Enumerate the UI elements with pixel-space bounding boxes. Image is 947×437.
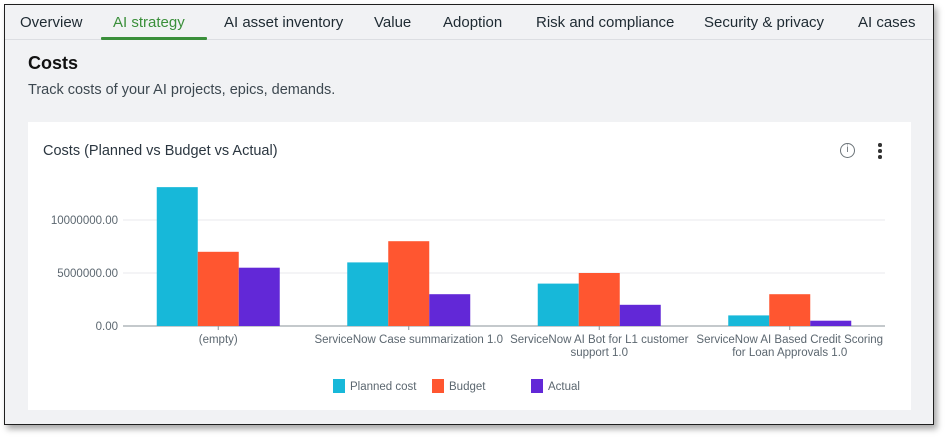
legend-swatch-planned-cost [333,379,345,393]
bar-budget [578,273,620,326]
active-tab-indicator [101,37,207,40]
chart-title: Costs (Planned vs Budget vs Actual) [43,143,278,159]
tab-bar: Overview AI strategy AI asset inventory … [5,5,933,40]
x-category-label: support 1.0 [570,347,628,359]
info-circle-icon[interactable]: i [840,143,855,158]
tab-ai-cases[interactable]: AI cases [858,14,916,31]
x-category-label: ServiceNow AI Based Credit Scoring [696,334,883,346]
tab-adoption[interactable]: Adoption [443,14,503,31]
x-category-label: ServiceNow AI Bot for L1 customer [510,334,688,346]
x-category-label: ServiceNow Case summarization 1.0 [314,334,503,346]
bar-actual [429,294,471,326]
tab-ai-strategy[interactable]: AI strategy [113,14,185,31]
legend-swatch-actual [531,379,543,393]
y-tick-label: 10000000.00 [51,215,118,227]
bar-planned-cost [728,315,770,326]
bar-planned-cost [537,283,579,326]
bar-planned-cost [347,262,389,326]
section-title: Costs [28,53,79,73]
tab-overview[interactable]: Overview [20,14,83,31]
y-tick-label: 5000000.00 [57,268,118,280]
bar-budget [769,294,811,326]
x-category-label: for Loan Approvals 1.0 [732,347,847,359]
bar-actual [810,320,852,326]
bar-actual [619,304,661,326]
x-category-label: (empty) [199,334,238,346]
tab-value[interactable]: Value [374,14,412,31]
legend-label: Planned cost [350,381,417,393]
bar-actual [238,267,280,326]
legend-label: Budget [449,381,486,393]
bar-budget [197,251,239,326]
legend-label: Actual [548,381,580,393]
tab-risk-and-compliance[interactable]: Risk and compliance [536,14,675,31]
more-vertical-icon[interactable] [876,143,884,159]
bar-budget [388,241,430,326]
y-tick-label: 0.00 [96,321,118,333]
tab-ai-asset-inventory[interactable]: AI asset inventory [224,14,344,31]
tab-security-privacy[interactable]: Security & privacy [704,14,825,31]
costs-chart-card: Costs (Planned vs Budget vs Actual) i 0.… [28,122,911,410]
app-window: Overview AI strategy AI asset inventory … [4,4,934,425]
section-subtitle: Track costs of your AI projects, epics, … [28,82,336,98]
bar-chart: 0.00 5000000.00 10000000.00 (empty) ServiceN… [51,187,885,393]
bar-planned-cost [156,187,198,326]
legend-swatch-budget [432,379,444,393]
